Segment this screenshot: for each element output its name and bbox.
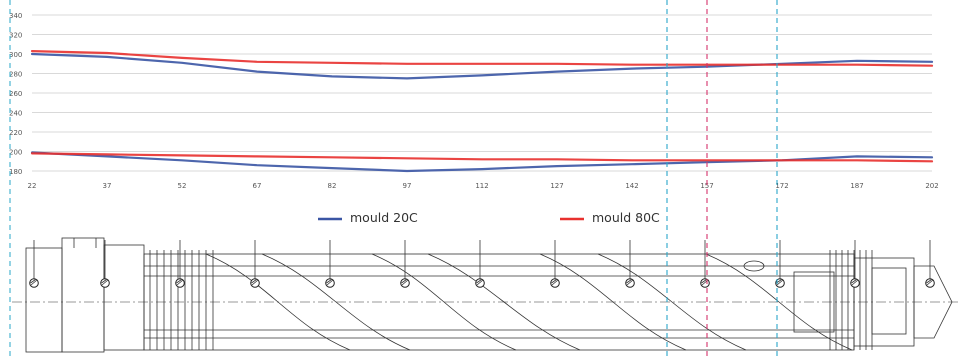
marker-hatch xyxy=(101,279,107,284)
helix-curve xyxy=(705,253,853,351)
marker-hatch xyxy=(926,279,934,286)
x-axis-ticks: 22 37 52 67 82 97 112 127 142 157 172 187 202 xyxy=(28,182,939,190)
x-tick-label: 52 xyxy=(178,182,187,190)
marker-hatch xyxy=(701,279,707,284)
x-tick-label: 67 xyxy=(253,182,262,190)
marker-hatch xyxy=(176,279,182,284)
series-line-2 xyxy=(30,49,934,67)
x-tick-label: 157 xyxy=(700,182,713,190)
helix-curve xyxy=(597,253,747,351)
marker-hatch xyxy=(851,279,859,286)
marker-hatch xyxy=(30,279,36,284)
marker-hatch xyxy=(851,279,857,284)
series-lines xyxy=(30,49,934,173)
marker-hatch xyxy=(626,279,634,286)
nozzle-tip xyxy=(913,265,953,339)
helix-curve xyxy=(205,253,351,351)
y-tick-label: 220 xyxy=(9,129,22,137)
marker-hatch xyxy=(326,279,332,284)
y-tick-label: 280 xyxy=(9,71,22,79)
x-tick-label: 97 xyxy=(403,182,412,190)
marker-hatch xyxy=(101,279,109,286)
marker-hatch xyxy=(476,279,482,284)
mould-technical-drawing xyxy=(12,237,958,353)
x-tick-label: 172 xyxy=(775,182,788,190)
marker-hatch xyxy=(176,279,184,286)
marker-hatch xyxy=(551,279,557,284)
marker-hatch xyxy=(251,279,259,286)
x-tick-label: 112 xyxy=(475,182,488,190)
left-flange xyxy=(103,244,145,351)
left-end-block xyxy=(25,247,63,353)
x-tick-label: 127 xyxy=(550,182,563,190)
marker-hatch xyxy=(326,279,334,286)
x-tick-label: 202 xyxy=(925,182,938,190)
x-tick-label: 82 xyxy=(328,182,337,190)
gridlines xyxy=(32,14,932,172)
oval-feature xyxy=(743,260,765,272)
helix-curve xyxy=(427,253,581,351)
helix-curve xyxy=(261,253,411,351)
x-tick-label: 37 xyxy=(103,182,112,190)
y-tick-label: 340 xyxy=(9,12,22,20)
marker-hatch xyxy=(626,279,632,284)
marker-hatch xyxy=(251,279,257,284)
x-tick-label: 22 xyxy=(28,182,37,190)
y-tick-label: 200 xyxy=(9,149,22,157)
helix-curve xyxy=(371,253,517,351)
y-tick-label: 180 xyxy=(9,168,22,176)
legend-label: mould 80C xyxy=(592,210,660,225)
marker-hatch xyxy=(551,279,559,286)
legend-label: mould 20C xyxy=(350,210,418,225)
right-hub xyxy=(871,267,907,335)
y-axis-ticks: 180 200 220 240 260 280 300 320 340 xyxy=(9,12,22,176)
marker-hatch xyxy=(776,279,784,286)
y-tick-label: 300 xyxy=(9,51,22,59)
series-line-4 xyxy=(30,152,934,163)
helix-curve xyxy=(539,253,687,351)
y-tick-label: 240 xyxy=(9,110,22,118)
marker-hatch xyxy=(401,279,409,286)
x-tick-label: 187 xyxy=(850,182,863,190)
marker-hatch xyxy=(30,279,38,286)
legend: mould 20C mould 80C xyxy=(318,210,660,225)
marker-hatch xyxy=(476,279,484,286)
marker-hatch xyxy=(401,279,407,284)
marker-hatch xyxy=(926,279,932,284)
reference-lines xyxy=(9,0,778,359)
x-tick-label: 142 xyxy=(625,182,638,190)
y-tick-label: 320 xyxy=(9,32,22,40)
y-tick-label: 260 xyxy=(9,90,22,98)
left-coupling xyxy=(61,237,105,353)
